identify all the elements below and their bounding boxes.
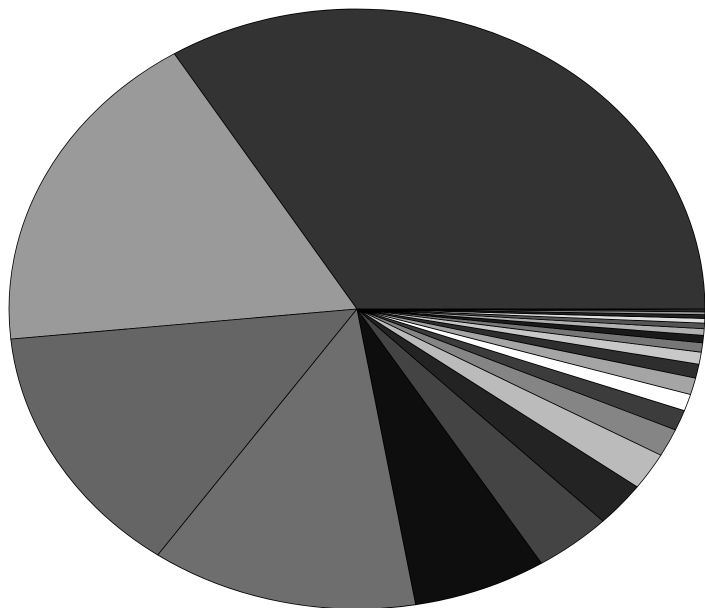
pie-slice — [173, 8, 705, 310]
pie-slice — [10, 308, 358, 556]
pie-slice — [8, 53, 358, 340]
pie-slice — [356, 308, 543, 606]
